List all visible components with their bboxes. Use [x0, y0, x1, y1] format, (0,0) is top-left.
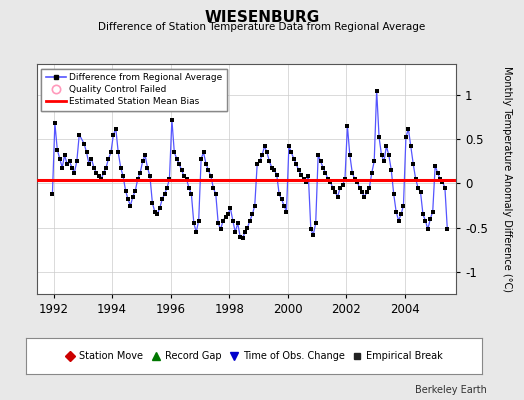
Text: Berkeley Earth: Berkeley Earth: [416, 385, 487, 395]
Text: WIESENBURG: WIESENBURG: [204, 10, 320, 25]
Y-axis label: Monthly Temperature Anomaly Difference (°C): Monthly Temperature Anomaly Difference (…: [501, 66, 511, 292]
Legend: Station Move, Record Gap, Time of Obs. Change, Empirical Break: Station Move, Record Gap, Time of Obs. C…: [63, 348, 445, 364]
Text: Difference of Station Temperature Data from Regional Average: Difference of Station Temperature Data f…: [99, 22, 425, 32]
Legend: Difference from Regional Average, Quality Control Failed, Estimated Station Mean: Difference from Regional Average, Qualit…: [41, 68, 227, 111]
